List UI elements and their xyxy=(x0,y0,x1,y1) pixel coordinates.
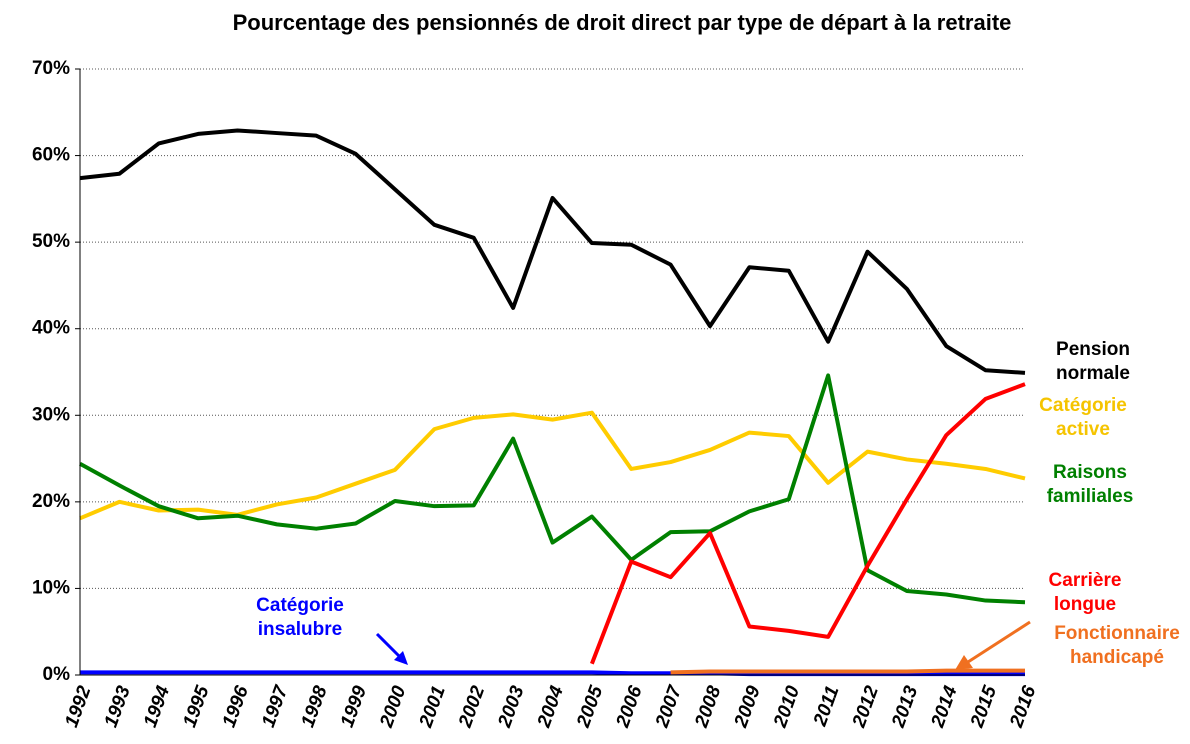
x-tick-label: 2001 xyxy=(415,683,450,731)
series-label: Carrière longue xyxy=(1048,570,1122,615)
y-tick-label: 70% xyxy=(32,58,70,79)
x-tick-label: 1997 xyxy=(258,682,293,730)
series-line xyxy=(590,382,1026,665)
x-tick-label: 1998 xyxy=(297,683,331,730)
x-tick-label: 1993 xyxy=(101,683,135,730)
y-tick-label: 60% xyxy=(32,145,70,166)
series-line xyxy=(670,668,1025,675)
x-tick-label: 2004 xyxy=(533,683,568,731)
series-label: Catégorie insalubre xyxy=(256,595,344,640)
arrow-head xyxy=(394,651,408,665)
x-tick-label: 2014 xyxy=(927,683,962,731)
x-tick-label: 2003 xyxy=(494,683,529,731)
x-tick-label: 2013 xyxy=(888,683,923,731)
y-tick-label: 50% xyxy=(32,231,70,252)
x-tick-label: 2015 xyxy=(967,683,1002,731)
x-tick-label: 2006 xyxy=(612,683,647,731)
arrows xyxy=(375,620,1031,670)
y-tick-label: 30% xyxy=(32,404,70,425)
x-tick-label: 2011 xyxy=(809,683,843,730)
series-label: Pension normale xyxy=(1056,339,1130,384)
y-tick-label: 20% xyxy=(32,491,70,512)
x-tick-label: 2016 xyxy=(1006,683,1041,731)
y-tick-label: 0% xyxy=(43,664,71,685)
chart-title: Pourcentage des pensionnés de droit dire… xyxy=(233,10,1012,35)
series-label: Catégorie active xyxy=(1039,395,1127,440)
series-label: Raisons familiales xyxy=(1046,462,1134,507)
x-tick-label: 1994 xyxy=(140,683,174,730)
series-line xyxy=(80,670,1025,677)
x-tick-label: 2010 xyxy=(770,683,805,731)
x-tick-label: 2002 xyxy=(455,683,490,731)
series-line xyxy=(79,373,1026,605)
y-tick-label: 10% xyxy=(32,577,70,598)
arrow-head xyxy=(955,655,973,670)
lines xyxy=(79,128,1026,677)
series-label: Fonctionnaire handicapé xyxy=(1054,623,1180,668)
arrow xyxy=(375,632,403,660)
y-tick-label: 40% xyxy=(32,318,70,339)
x-tick-label: 2005 xyxy=(573,683,608,731)
x-tick-label: 1992 xyxy=(61,683,95,730)
x-tick-label: 2007 xyxy=(652,682,687,731)
x-tick-label: 2008 xyxy=(691,683,726,731)
x-tick-label: 1995 xyxy=(179,683,213,730)
x-tick-label: 2009 xyxy=(730,683,765,731)
x-tick-label: 2000 xyxy=(376,683,411,731)
series-line xyxy=(79,410,1026,521)
x-tick-label: 2012 xyxy=(848,683,883,731)
arrow xyxy=(967,620,1031,664)
x-tick-label: 1999 xyxy=(337,683,371,730)
x-tick-label: 1996 xyxy=(219,683,253,730)
series-line xyxy=(79,128,1026,375)
grid xyxy=(80,68,1025,676)
